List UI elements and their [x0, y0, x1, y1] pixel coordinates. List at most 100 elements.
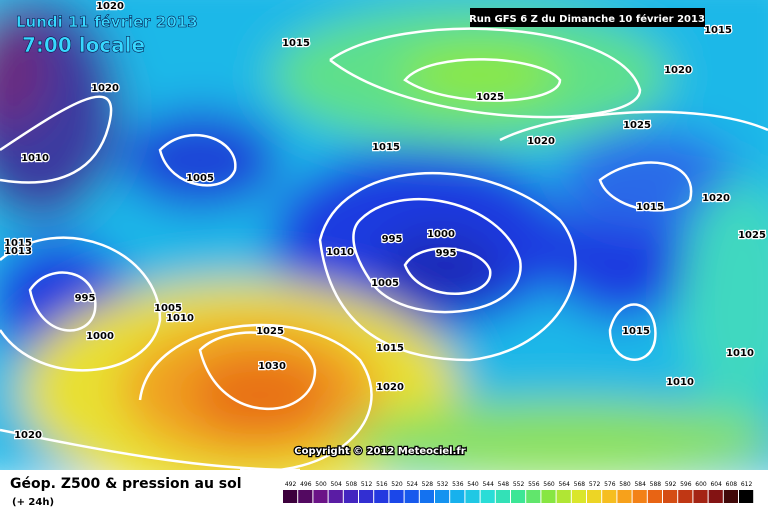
scale-swatch — [359, 490, 374, 503]
isobar-label: 1010 — [726, 348, 754, 359]
scale-swatch — [571, 490, 586, 503]
isobar-label: 1000 — [427, 229, 455, 240]
isobar-label: 1015 — [372, 142, 400, 153]
scale-label: 584 — [634, 481, 646, 488]
scale-label: 524 — [406, 481, 418, 488]
scale-swatch — [663, 490, 678, 503]
scale-swatch — [678, 490, 693, 503]
scale-label: 604 — [710, 481, 722, 488]
time: 7:00 locale — [22, 33, 145, 57]
scale-label: 544 — [482, 481, 494, 488]
isobar-label: 995 — [436, 248, 457, 259]
scale-swatch — [602, 490, 617, 503]
scale-swatch — [374, 490, 389, 503]
isobar-label: 1015 — [376, 343, 404, 354]
scale-swatch — [435, 490, 450, 503]
isobar-label: 1010 — [21, 153, 49, 164]
scale-swatch — [404, 490, 419, 503]
scale-label: 492 — [285, 481, 297, 488]
run-info: Run GFS 6 Z du Dimanche 10 février 2013 — [469, 13, 705, 25]
isobar-label: 1015 — [4, 238, 32, 249]
isobar-label: 1025 — [738, 230, 766, 241]
scale-label: 568 — [574, 481, 586, 488]
isobar-label: 1020 — [376, 382, 404, 393]
isobar-label: 1020 — [664, 65, 692, 76]
scale-label: 520 — [391, 481, 403, 488]
scale-swatch — [632, 490, 647, 503]
scale-label: 600 — [695, 481, 707, 488]
scale-label: 552 — [513, 481, 525, 488]
scale-swatch — [526, 490, 541, 503]
scale-swatch — [313, 490, 328, 503]
scale-label: 572 — [589, 481, 601, 488]
isobar-label: 1020 — [527, 136, 555, 147]
scale-label: 508 — [346, 481, 358, 488]
copyright: Copyright © 2012 Meteociel.fr — [294, 446, 465, 457]
isobar-label: 1020 — [702, 193, 730, 204]
isobar-label: 1015 — [622, 326, 650, 337]
scale-swatch — [495, 490, 510, 503]
scale-label: 596 — [680, 481, 692, 488]
scale-swatch — [723, 490, 738, 503]
isobar-label: 1015 — [636, 202, 664, 213]
scale-swatch — [693, 490, 708, 503]
isobar-label: 1005 — [371, 278, 399, 289]
isobar-label: 1030 — [258, 361, 286, 372]
isobar-label: 1005 — [154, 303, 182, 314]
scale-swatch — [556, 490, 571, 503]
isobar-label: 1020 — [96, 1, 124, 12]
scale-label: 496 — [300, 481, 312, 488]
scale-label: 612 — [741, 481, 753, 488]
scale-label: 504 — [330, 481, 342, 488]
scale-label: 536 — [452, 481, 464, 488]
scale-swatch — [283, 490, 298, 503]
date: Lundi 11 février 2013 — [16, 13, 198, 31]
scale-swatch — [389, 490, 404, 503]
scale-swatch — [647, 490, 662, 503]
isobar-label: 1005 — [186, 173, 214, 184]
isobar-label: 1013 — [4, 246, 32, 257]
scale-label: 580 — [619, 481, 631, 488]
isobar-label: 995 — [75, 293, 96, 304]
isobar-label: 995 — [382, 234, 403, 245]
scale-swatch — [465, 490, 480, 503]
legend-subtitle: (+ 24h) — [12, 497, 54, 508]
scale-swatch — [419, 490, 434, 503]
scale-label: 548 — [498, 481, 510, 488]
legend-scale: 492 496 500 504 508 512 516 520 524 528 532 536 540 5… — [283, 481, 754, 503]
scale-label: 556 — [528, 481, 540, 488]
scale-swatch — [298, 490, 313, 503]
isobar-label: 1025 — [256, 326, 284, 337]
map-field — [0, 0, 768, 500]
isobar-label: 1010 — [166, 313, 194, 324]
isobar-label: 1010 — [666, 377, 694, 388]
scale-swatch — [739, 490, 754, 503]
scale-label: 588 — [650, 481, 662, 488]
scale-swatch — [343, 490, 358, 503]
scale-label: 564 — [558, 481, 570, 488]
isobar-labels: 1020101510201010100510251020101510201025… — [3, 0, 767, 442]
scale-label: 512 — [361, 481, 373, 488]
scale-label: 576 — [604, 481, 616, 488]
scale-swatch — [708, 490, 723, 503]
isobar-label: 1020 — [14, 430, 42, 441]
scale-label: 532 — [437, 481, 449, 488]
scale-swatch — [587, 490, 602, 503]
scale-label: 560 — [543, 481, 555, 488]
scale-label: 592 — [665, 481, 677, 488]
isobar-label: 1025 — [476, 92, 504, 103]
scale-swatch — [328, 490, 343, 503]
scale-swatch — [450, 490, 465, 503]
scale-swatch — [541, 490, 556, 503]
isobar-label: 1000 — [86, 331, 114, 342]
isobars — [0, 27, 768, 473]
isobar-label: 1020 — [91, 83, 119, 94]
scale-swatch — [617, 490, 632, 503]
scale-label: 500 — [315, 481, 327, 488]
scale-label: 516 — [376, 481, 388, 488]
scale-label: 608 — [726, 481, 738, 488]
scale-label: 540 — [467, 481, 479, 488]
isobar-label: 1025 — [623, 120, 651, 131]
run-box — [470, 8, 705, 27]
